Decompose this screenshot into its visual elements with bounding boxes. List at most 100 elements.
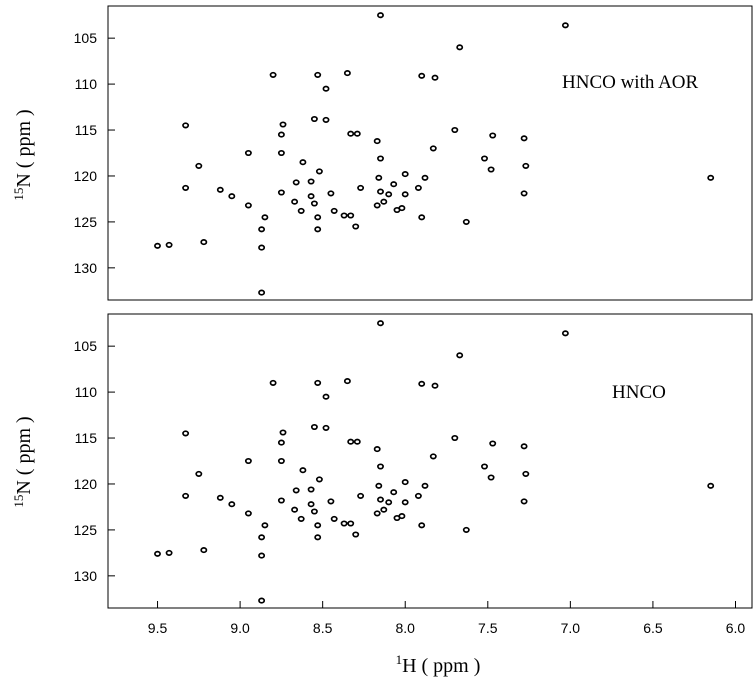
peak-point <box>487 166 495 173</box>
peak-point <box>343 70 351 77</box>
y-axis-ticks: 105 110 115 120 125 130 <box>74 30 115 276</box>
peak-point <box>314 71 322 78</box>
peak-point <box>277 149 285 157</box>
peak-point <box>352 223 360 230</box>
peak-point <box>401 191 409 198</box>
peak-point <box>357 492 365 499</box>
y-axis-title-text: N ( ppm ) <box>13 109 35 187</box>
peak-point <box>314 522 322 529</box>
peak-point <box>373 510 381 517</box>
peak-point <box>418 522 426 529</box>
peak-point <box>182 492 190 499</box>
y-tick-label: 120 <box>74 168 98 184</box>
x-tick-label: 9.0 <box>230 620 250 636</box>
peak-point <box>520 190 528 197</box>
peak-point <box>279 429 287 436</box>
peak-point <box>421 174 429 181</box>
peak-point <box>418 214 426 221</box>
peak-point <box>481 155 488 162</box>
peak-point <box>522 162 530 169</box>
peak-point <box>487 474 495 481</box>
peak-point <box>347 520 355 527</box>
peak-point <box>277 497 285 504</box>
x-tick-label: 9.5 <box>148 620 168 636</box>
plot-frame <box>107 313 753 609</box>
peak-point <box>330 207 338 214</box>
peak-point <box>429 453 437 460</box>
peak-points <box>154 320 715 604</box>
peak-point <box>330 515 338 522</box>
x-axis-title-text: H ( ppm ) <box>402 655 480 677</box>
y-tick-label: 105 <box>74 338 98 354</box>
peak-point <box>327 190 335 197</box>
peak-point <box>327 498 335 505</box>
peak-point <box>310 508 318 515</box>
peak-point <box>707 174 715 181</box>
peak-point <box>707 482 715 489</box>
peak-point <box>352 531 360 538</box>
x-tick-label: 6.0 <box>726 620 746 636</box>
peak-point <box>216 186 224 193</box>
peak-point <box>401 499 409 506</box>
peak-point <box>375 174 383 181</box>
peak-point <box>380 198 388 205</box>
peak-point <box>429 145 437 152</box>
peak-point <box>390 181 398 188</box>
y-axis-title: 15N ( ppm ) <box>11 416 35 507</box>
peak-point <box>244 149 252 157</box>
peak-point <box>314 226 322 233</box>
peak-point <box>377 155 384 162</box>
peak-point <box>520 135 528 142</box>
peak-point <box>314 214 322 221</box>
y-tick-label: 110 <box>75 76 98 92</box>
peak-points <box>154 12 715 296</box>
peak-point <box>154 242 161 249</box>
peak-point <box>310 423 318 431</box>
peak-point <box>310 200 318 207</box>
peak-point <box>462 526 470 533</box>
peak-point <box>195 470 203 477</box>
peak-point <box>385 499 393 506</box>
x-axis-ticks: 9.5 9.0 8.5 8.0 7.5 7.0 6.5 6.0 <box>148 601 746 636</box>
peak-point <box>314 534 322 541</box>
peak-point <box>307 178 315 185</box>
peak-point <box>277 457 285 465</box>
peak-point <box>258 597 266 604</box>
x-tick-label: 8.0 <box>395 620 415 636</box>
peak-point <box>258 534 266 541</box>
peak-point <box>401 171 409 178</box>
peak-point <box>377 12 384 19</box>
peak-point <box>310 115 318 123</box>
peak-point <box>451 434 459 442</box>
peak-point <box>462 218 470 225</box>
peak-point <box>340 520 348 527</box>
peak-point <box>561 330 569 337</box>
y-tick-label: 125 <box>74 522 98 538</box>
y-tick-label: 110 <box>75 384 98 400</box>
y-axis-title-text: N ( ppm ) <box>13 416 35 494</box>
peak-point <box>165 241 173 248</box>
peak-point <box>322 116 330 123</box>
peak-point <box>375 482 383 489</box>
peak-point <box>385 191 393 198</box>
peak-point <box>353 438 361 445</box>
peak-point <box>347 438 355 445</box>
peak-point <box>401 479 409 486</box>
peak-point <box>261 522 269 529</box>
peak-point <box>307 486 315 493</box>
peak-point <box>292 487 300 494</box>
peak-point <box>269 379 277 386</box>
peak-point <box>343 378 351 385</box>
peak-point <box>291 198 299 205</box>
peak-point <box>561 22 569 29</box>
peak-point <box>182 184 190 191</box>
peak-point <box>244 510 252 517</box>
peak-point <box>261 214 269 221</box>
peak-point <box>398 513 406 520</box>
y-axis-title-superscript: 15 <box>11 188 26 201</box>
y-axis-title-superscript: 15 <box>11 495 26 508</box>
peak-point <box>481 463 488 470</box>
peak-point <box>299 467 307 474</box>
peak-point <box>398 205 406 212</box>
peak-point <box>258 289 266 296</box>
